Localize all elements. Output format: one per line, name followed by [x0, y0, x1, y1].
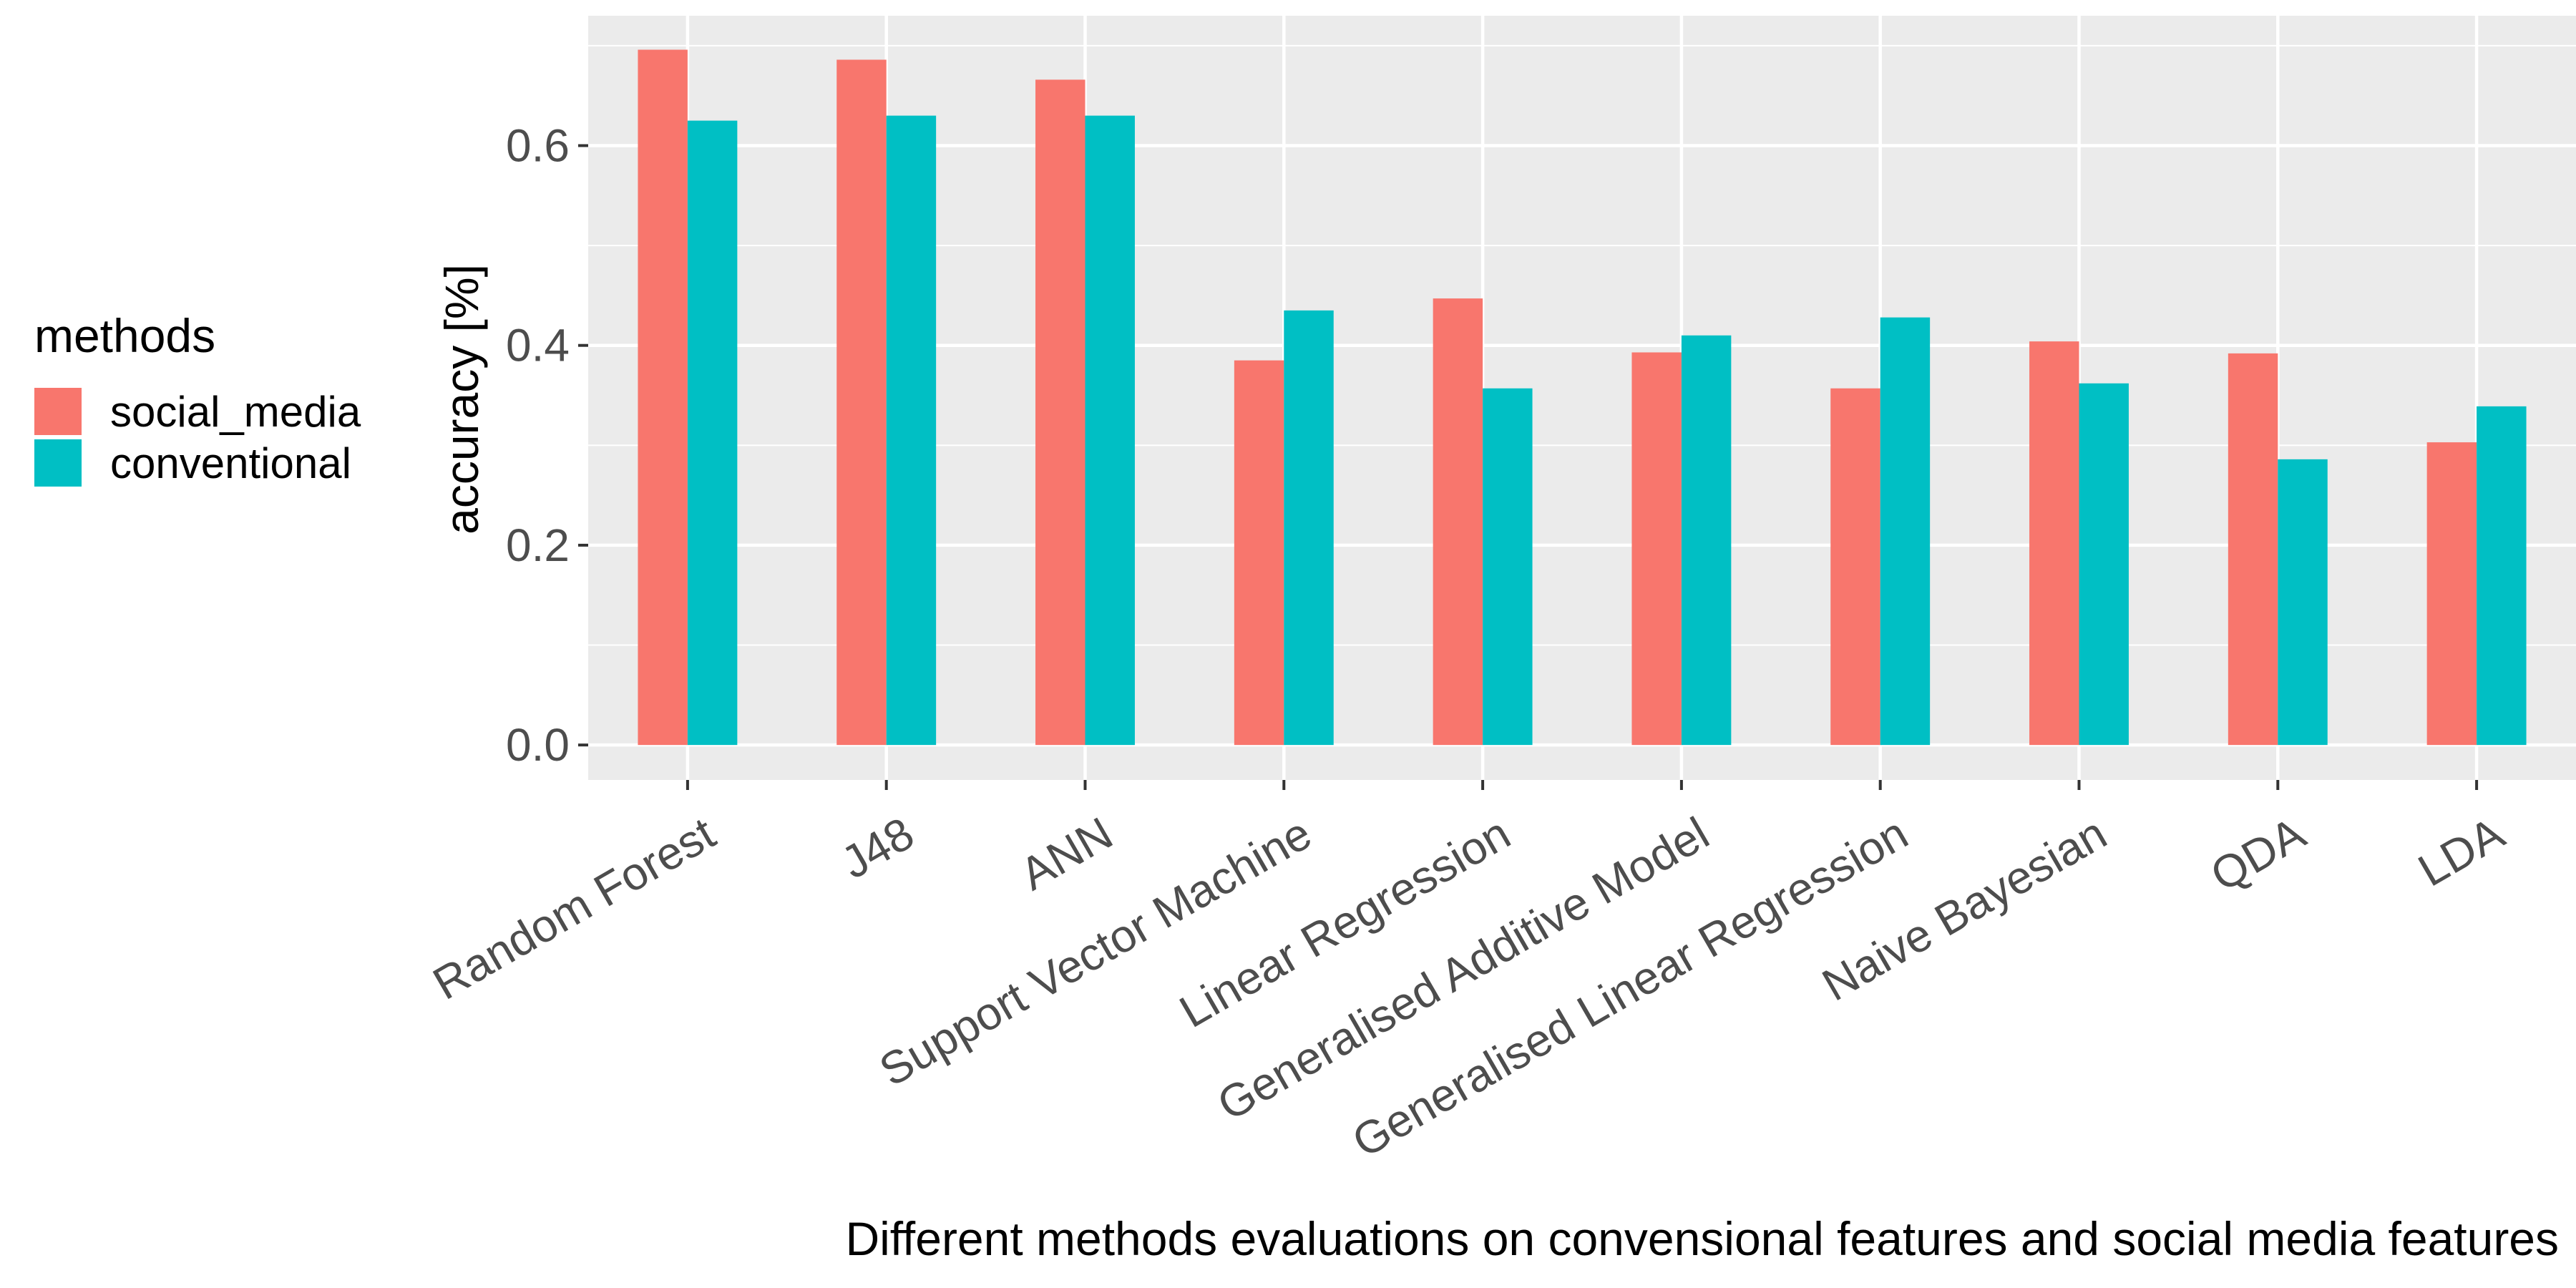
y-tick-label: 0.2 — [506, 519, 570, 571]
bar-social-media-2 — [1035, 79, 1085, 746]
bar-conventional-6 — [1880, 317, 1931, 746]
legend-label-conventional: conventional — [110, 439, 351, 487]
bar-conventional-9 — [2477, 406, 2527, 746]
x-tick-label: Random Forest — [424, 807, 723, 1010]
y-axis-ticks: 0.0 0.2 0.4 0.6 — [506, 119, 588, 771]
bar-social-media-4 — [1433, 298, 1483, 746]
x-tick-label: J48 — [833, 807, 922, 889]
bar-social-media-0 — [638, 49, 688, 746]
bar-social-media-6 — [1830, 388, 1880, 746]
bar-social-media-9 — [2426, 442, 2477, 746]
bars — [638, 49, 2527, 746]
y-axis-title: accuracy [%] — [435, 264, 488, 535]
y-tick-label: 0.6 — [506, 119, 570, 171]
legend-label-social-media: social_media — [110, 388, 361, 436]
y-tick-label: 0.0 — [506, 719, 570, 771]
x-tick-label: LDA — [2409, 807, 2512, 897]
legend-key-social-media — [34, 388, 82, 435]
bar-conventional-3 — [1284, 310, 1334, 746]
bar-social-media-1 — [836, 59, 887, 746]
bar-conventional-7 — [2079, 383, 2129, 746]
bar-conventional-5 — [1681, 335, 1732, 746]
bar-conventional-1 — [886, 115, 937, 746]
bar-social-media-5 — [1631, 352, 1682, 746]
legend: methods social_media conventional — [34, 309, 361, 487]
bar-social-media-3 — [1234, 360, 1284, 746]
y-tick-label: 0.4 — [506, 320, 570, 371]
bar-conventional-2 — [1085, 115, 1135, 746]
bar-social-media-7 — [2029, 341, 2079, 746]
x-tick-label: Linear Regression — [1171, 807, 1518, 1038]
x-tick-label: ANN — [1012, 807, 1121, 900]
bar-conventional-8 — [2278, 459, 2328, 746]
bar-conventional-4 — [1483, 388, 1533, 746]
legend-key-conventional — [34, 439, 82, 487]
x-tick-label: QDA — [2202, 807, 2313, 902]
x-axis-title: Different methods evaluations on convens… — [845, 1212, 2559, 1265]
bar-social-media-8 — [2228, 353, 2278, 746]
legend-title: methods — [34, 309, 215, 362]
bar-conventional-0 — [687, 120, 738, 746]
